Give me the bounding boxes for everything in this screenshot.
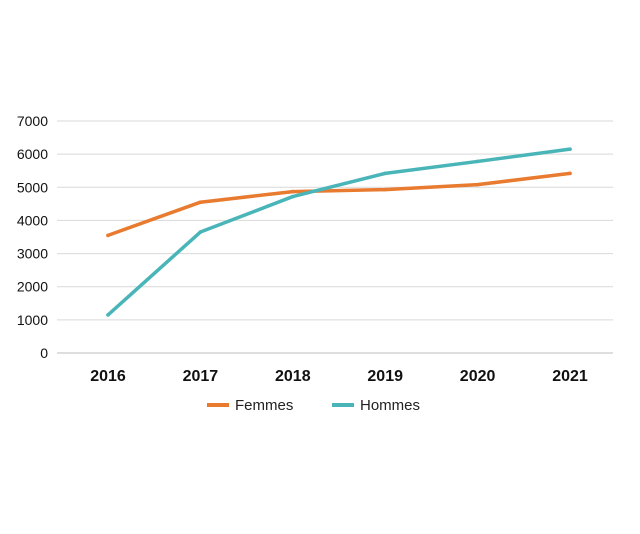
data-point-hommes: [475, 159, 480, 164]
data-point-femmes: [568, 171, 572, 176]
data-point-hommes: [198, 230, 203, 234]
legend-label: Femmes: [235, 397, 293, 414]
data-point-hommes: [106, 313, 110, 317]
legend-label: Hommes: [360, 397, 420, 414]
legend-item-femmes: Femmes: [207, 397, 293, 414]
y-tick-label: 0: [40, 345, 48, 361]
series-line-femmes: [106, 171, 572, 238]
y-tick-label: 4000: [17, 212, 48, 228]
y-tick-label: 1000: [17, 312, 48, 328]
x-tick-label: 2020: [460, 368, 496, 385]
y-tick-label: 7000: [17, 113, 48, 129]
data-point-femmes: [198, 200, 203, 204]
x-axis-tick-labels: 2016 2017 2018 2019 2020 2021: [90, 368, 588, 385]
y-tick-label: 3000: [17, 246, 48, 262]
data-point-hommes: [291, 194, 295, 199]
x-tick-label: 2017: [183, 368, 219, 385]
data-point-femmes: [291, 189, 295, 194]
legend: Femmes Hommes: [207, 397, 420, 414]
data-point-hommes: [568, 147, 572, 151]
y-tick-label: 2000: [17, 279, 48, 295]
x-tick-label: 2018: [275, 368, 311, 385]
x-tick-label: 2016: [90, 368, 126, 385]
data-point-femmes: [106, 233, 110, 238]
data-point-hommes: [383, 171, 388, 176]
legend-item-hommes: Hommes: [332, 397, 420, 414]
y-tick-label: 6000: [17, 146, 48, 162]
series-lines: [106, 147, 572, 317]
data-point-femmes: [383, 187, 388, 192]
x-tick-label: 2021: [552, 368, 588, 385]
y-axis-tick-labels: 0 1000 2000 3000 4000 5000 6000 7000: [17, 113, 48, 361]
y-tick-label: 5000: [17, 179, 48, 195]
series-line-hommes: [106, 147, 572, 317]
data-point-femmes: [475, 182, 480, 187]
x-tick-label: 2019: [367, 368, 403, 385]
